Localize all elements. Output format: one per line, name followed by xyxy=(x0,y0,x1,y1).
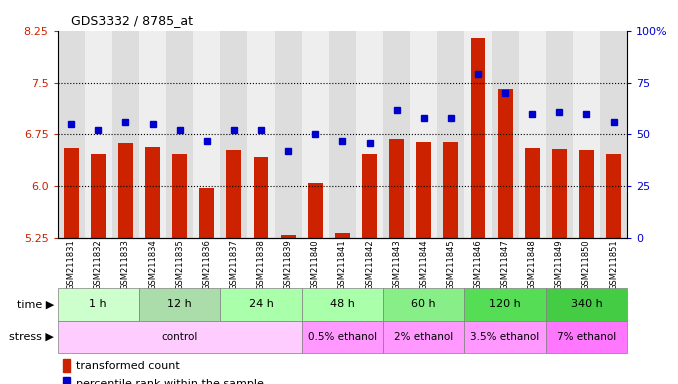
Text: GDS3332 / 8785_at: GDS3332 / 8785_at xyxy=(71,14,193,27)
Bar xyxy=(519,31,546,238)
Bar xyxy=(600,31,627,238)
Bar xyxy=(383,31,410,238)
Bar xyxy=(302,288,383,321)
Bar xyxy=(118,143,133,238)
Text: 7% ethanol: 7% ethanol xyxy=(557,332,616,342)
Bar xyxy=(58,288,139,321)
Text: 24 h: 24 h xyxy=(249,299,273,310)
Bar xyxy=(498,89,513,238)
Bar xyxy=(546,321,627,353)
Bar xyxy=(579,150,594,238)
Bar xyxy=(139,288,220,321)
Text: 0.5% ethanol: 0.5% ethanol xyxy=(308,332,377,342)
Bar xyxy=(275,31,302,238)
Bar xyxy=(85,31,112,238)
Bar xyxy=(166,31,193,238)
Text: control: control xyxy=(161,332,198,342)
Bar xyxy=(329,31,356,238)
Bar xyxy=(247,31,275,238)
Bar xyxy=(606,154,621,238)
Bar xyxy=(356,31,383,238)
Bar xyxy=(546,288,627,321)
Bar xyxy=(302,31,329,238)
Bar xyxy=(464,321,546,353)
Text: 120 h: 120 h xyxy=(490,299,521,310)
Bar xyxy=(112,31,139,238)
Bar xyxy=(464,288,546,321)
Bar xyxy=(58,31,85,238)
Text: transformed count: transformed count xyxy=(76,361,180,371)
Bar xyxy=(552,149,567,238)
Bar xyxy=(492,31,519,238)
Bar xyxy=(464,31,492,238)
Bar xyxy=(383,288,464,321)
Bar xyxy=(58,321,302,353)
Bar xyxy=(362,154,377,238)
Bar xyxy=(199,188,214,238)
Bar xyxy=(389,139,404,238)
Text: 12 h: 12 h xyxy=(167,299,192,310)
Bar xyxy=(220,31,247,238)
Bar xyxy=(139,31,166,238)
Bar xyxy=(64,148,79,238)
Bar xyxy=(546,31,573,238)
Bar xyxy=(471,38,485,238)
Bar xyxy=(193,31,220,238)
Bar xyxy=(254,157,268,238)
Text: 2% ethanol: 2% ethanol xyxy=(394,332,454,342)
Text: 1 h: 1 h xyxy=(89,299,107,310)
Bar xyxy=(63,359,70,372)
Bar xyxy=(281,235,296,238)
Text: percentile rank within the sample: percentile rank within the sample xyxy=(76,379,264,384)
Bar xyxy=(172,154,187,238)
Bar xyxy=(525,147,540,238)
Text: stress ▶: stress ▶ xyxy=(9,332,54,342)
Bar xyxy=(383,321,464,353)
Text: 60 h: 60 h xyxy=(412,299,436,310)
Bar xyxy=(226,150,241,238)
Bar xyxy=(145,147,160,238)
Bar xyxy=(573,31,600,238)
Text: time ▶: time ▶ xyxy=(17,299,54,310)
Bar xyxy=(335,233,350,238)
Bar xyxy=(443,142,458,238)
Text: 340 h: 340 h xyxy=(571,299,602,310)
Bar xyxy=(220,288,302,321)
Text: 3.5% ethanol: 3.5% ethanol xyxy=(471,332,540,342)
Bar xyxy=(410,31,437,238)
Bar xyxy=(308,183,323,238)
Text: 48 h: 48 h xyxy=(330,299,355,310)
Bar xyxy=(91,154,106,238)
Bar xyxy=(416,142,431,238)
Bar xyxy=(302,321,383,353)
Bar xyxy=(437,31,464,238)
Bar xyxy=(63,377,70,384)
